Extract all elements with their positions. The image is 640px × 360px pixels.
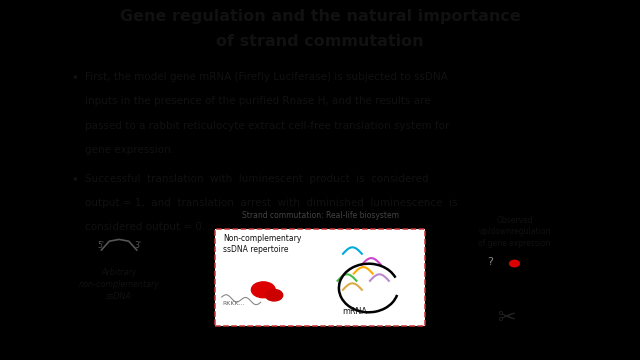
- Text: of strand commutation: of strand commutation: [216, 34, 424, 49]
- Circle shape: [509, 260, 519, 267]
- Text: 3': 3': [135, 241, 141, 250]
- Text: 5': 5': [97, 241, 104, 250]
- Text: Strand commutation: Real-life biosystem: Strand commutation: Real-life biosystem: [241, 211, 399, 220]
- Text: ✂: ✂: [497, 309, 516, 329]
- Text: ?: ?: [487, 257, 493, 267]
- Circle shape: [252, 282, 275, 298]
- Text: Gene regulation and the natural importance: Gene regulation and the natural importan…: [120, 9, 520, 24]
- Text: considered output = 0.: considered output = 0.: [85, 222, 205, 233]
- Text: inputs in the presence of the purified Rnase H, and the results are: inputs in the presence of the purified R…: [85, 96, 431, 107]
- Circle shape: [266, 289, 283, 301]
- Text: Observed
up/downregulation
of gene expression: Observed up/downregulation of gene expre…: [478, 216, 550, 248]
- Text: •: •: [72, 174, 79, 186]
- Text: Non-complementary
ssDNA repertoire: Non-complementary ssDNA repertoire: [223, 234, 301, 254]
- Text: Successful  translation  with  luminescent  product  is  considered: Successful translation with luminescent …: [85, 174, 429, 184]
- Text: Arbitrary
non-complementary
ssDNA: Arbitrary non-complementary ssDNA: [79, 268, 159, 301]
- Text: gene expression.: gene expression.: [85, 145, 174, 156]
- Text: mRNA: mRNA: [342, 307, 367, 316]
- Text: output = 1,  and  translation  arrest  with  diminished  luminescence  is: output = 1, and translation arrest with …: [85, 198, 458, 208]
- FancyBboxPatch shape: [214, 229, 426, 326]
- Text: •: •: [72, 72, 79, 85]
- Text: RKKK...: RKKK...: [223, 301, 245, 306]
- Text: passed to a rabbit reticulocyte extract cell-free translation system for: passed to a rabbit reticulocyte extract …: [85, 121, 449, 131]
- Text: First, the model gene mRNA (Firefly Luciferase) is subjected to ssDNA: First, the model gene mRNA (Firefly Luci…: [85, 72, 448, 82]
